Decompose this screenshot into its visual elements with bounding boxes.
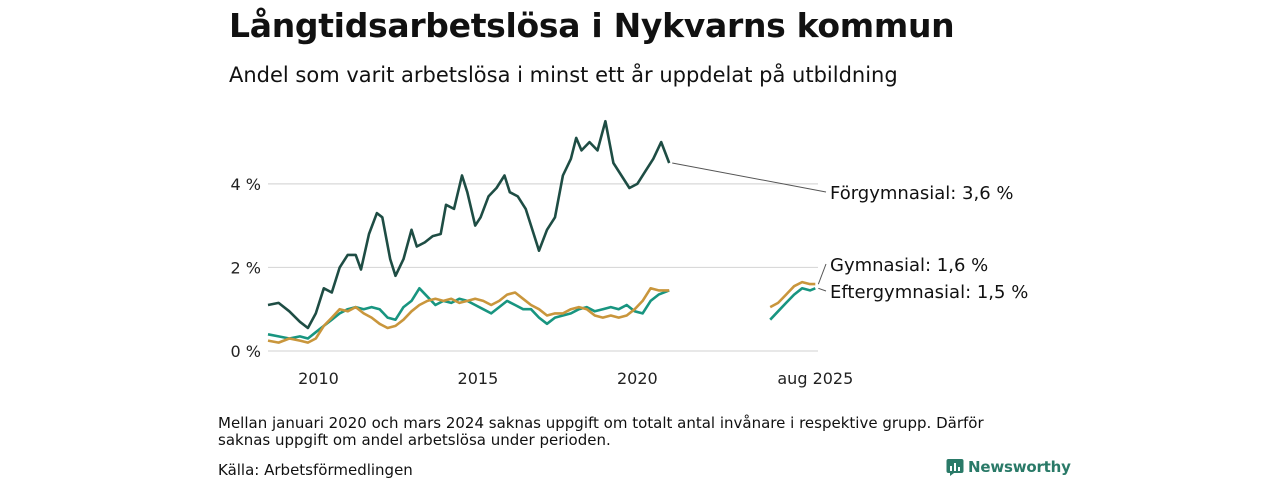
y-tick-label: 0 % <box>231 342 261 361</box>
y-tick-label: 4 % <box>231 175 261 194</box>
x-tick-label: 2010 <box>298 369 339 388</box>
gridlines <box>268 183 818 352</box>
y-tick-label: 2 % <box>231 258 261 277</box>
series-line-gymnasial <box>769 280 816 309</box>
series-end-labels: Förgymnasial: 3,6 % Gymnasial: 1,6 % Efter… <box>672 162 1028 303</box>
x-tick-label: aug 2025 <box>777 369 853 388</box>
newsworthy-logo-icon <box>946 459 964 476</box>
series-line-gymnasial <box>267 287 670 344</box>
series-lines <box>267 119 816 344</box>
series-end-label: Förgymnasial: 3,6 % <box>830 183 1014 204</box>
series-line-förgymnasial <box>267 119 671 330</box>
chart-subtitle: Andel som varit arbetslösa i minst ett å… <box>229 63 898 87</box>
chart-title: Långtidsarbetslösa i Nykvarns kommun <box>229 6 955 45</box>
label-leader-line <box>818 287 827 292</box>
brand-name: Newsworthy <box>968 458 1071 476</box>
footnote: Mellan januari 2020 och mars 2024 saknas… <box>218 414 984 449</box>
series-line-eftergymnasial <box>769 287 816 321</box>
source-note: Källa: Arbetsförmedlingen <box>218 461 413 479</box>
x-tick-label: 2020 <box>617 369 658 388</box>
series-end-label: Eftergymnasial: 1,5 % <box>830 282 1028 303</box>
x-axis-ticks: 2010 2015 2020 aug 2025 <box>298 369 853 388</box>
series-line-eftergymnasial <box>267 287 670 340</box>
label-leader-line <box>672 162 827 193</box>
y-axis-ticks: 0 % 2 % 4 % <box>231 175 261 361</box>
series-end-label: Gymnasial: 1,6 % <box>830 255 988 276</box>
x-tick-label: 2015 <box>458 369 499 388</box>
newsworthy-logo: Newsworthy <box>946 458 1071 476</box>
label-leader-line <box>817 263 827 285</box>
